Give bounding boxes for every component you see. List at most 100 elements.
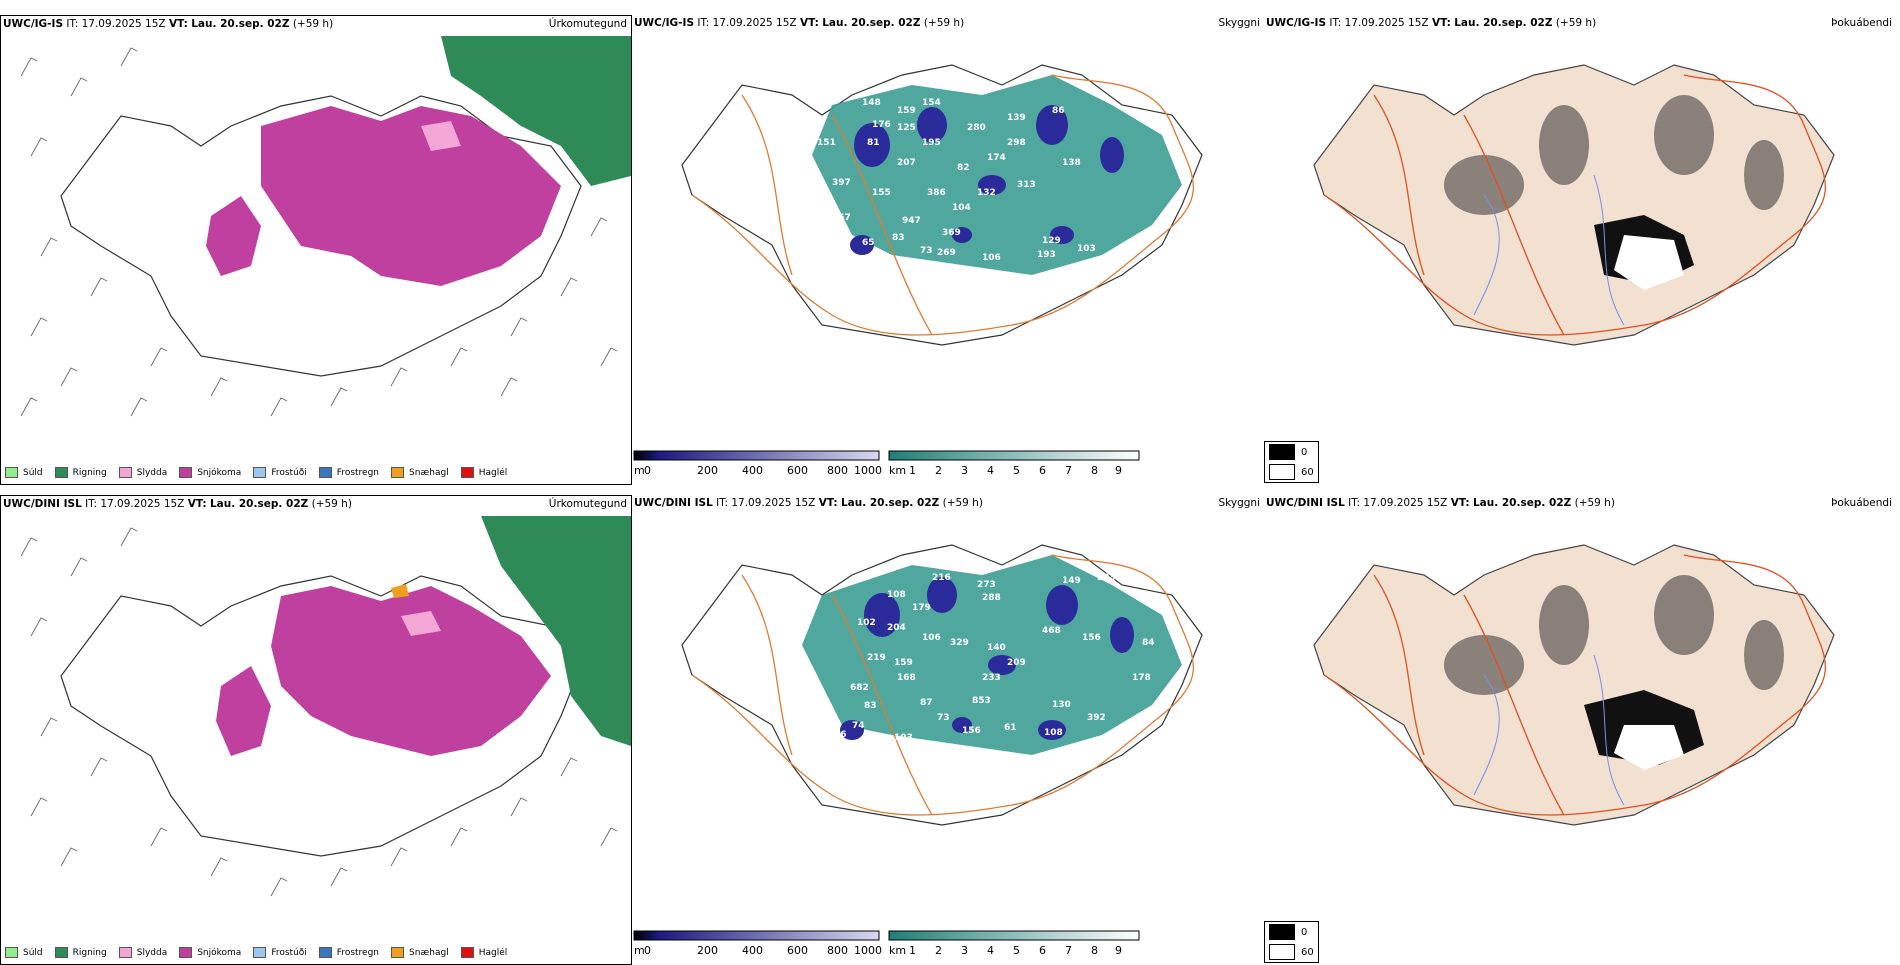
visibility-tick: 4	[987, 944, 994, 957]
field-name: Skyggni	[1218, 17, 1261, 29]
panel-header: UWC/DINI ISL IT: 17.09.2025 15Z VT: Lau.…	[3, 498, 352, 510]
visibility-unit: km	[889, 464, 906, 477]
ceiling-label: 87	[920, 698, 933, 708]
legend-item: Rigning	[54, 467, 107, 478]
field-name: Þokuábendi	[1831, 17, 1892, 29]
ceiling-label: 369	[942, 228, 961, 238]
panel-fog-igis: UWC/IG-IS IT: 17.09.2025 15Z VT: Lau. 20…	[1264, 15, 1896, 485]
ceiling-label: 392	[1087, 713, 1106, 723]
ceiling-tick: 600	[787, 944, 808, 957]
snow-area-west	[206, 196, 261, 276]
panel-fog-dini: UWC/DINI ISL IT: 17.09.2025 15Z VT: Lau.…	[1264, 495, 1896, 965]
ceiling-label: 86	[1052, 106, 1065, 116]
ceiling-colorbar: m 0 200 400 600 800 1000	[632, 929, 882, 959]
legend-item: Haglél	[460, 467, 507, 478]
precip-type-map	[20, 36, 631, 417]
ceiling-tick: 1000	[854, 944, 882, 957]
legend-item: Frostúði	[253, 467, 307, 478]
visibility-tick: 7	[1065, 944, 1072, 957]
fog-index-map	[1313, 544, 1835, 826]
fog-shading	[1444, 575, 1784, 695]
ceiling-label: 176	[872, 120, 891, 130]
ceiling-label: 151	[817, 138, 836, 148]
ceiling-label: 103	[894, 733, 913, 743]
ceiling-label: 73	[920, 246, 933, 256]
ceiling-label: 83	[864, 701, 877, 711]
ceiling-label: 61	[1004, 723, 1017, 733]
rivers	[1473, 174, 1625, 326]
ceiling-label: 216	[932, 573, 951, 583]
ice-pellet-patch	[391, 584, 409, 598]
ceiling-label: 106	[922, 633, 941, 643]
ceiling-label: 397	[832, 178, 851, 188]
fog-legend: 0 60	[1264, 441, 1319, 483]
road-network	[691, 554, 1195, 816]
panel-header: UWC/DINI ISL IT: 17.09.2025 15Z VT: Lau.…	[634, 497, 983, 509]
ceiling-label: 298	[1007, 138, 1026, 148]
legend-item: Rigning	[54, 947, 107, 958]
ceiling-tick: 400	[742, 464, 763, 477]
road-network	[1323, 74, 1827, 336]
legend-item: Frostregn	[318, 947, 379, 958]
visibility-tick: 8	[1091, 464, 1098, 477]
ceiling-label: 159	[897, 106, 916, 116]
ceiling-label: 108	[1044, 728, 1063, 738]
field-name: Úrkomutegund	[548, 498, 627, 510]
legend-item: Snæhagl	[391, 467, 449, 478]
teal-visibility-field	[812, 75, 1182, 275]
ceiling-label: 132	[977, 188, 996, 198]
ceiling-label: 288	[982, 593, 1001, 603]
ceiling-label: 149	[1062, 576, 1081, 586]
panel-visibility-igis: UWC/IG-IS IT: 17.09.2025 15Z VT: Lau. 20…	[632, 15, 1319, 485]
ceiling-tick: 0	[644, 464, 651, 477]
ceiling-label: 154	[922, 98, 941, 108]
ceiling-tick: 200	[697, 944, 718, 957]
ceiling-label: 853	[972, 696, 991, 706]
ceiling-label: 125	[897, 123, 916, 133]
snow-area	[261, 106, 561, 286]
visibility-map: 216 108 273 149 179 233 288 102 204 106 …	[681, 544, 1203, 885]
ceiling-label: 280	[967, 123, 986, 133]
ceiling-label: 329	[950, 638, 969, 648]
ceiling-label: 73	[937, 713, 950, 723]
ceiling-labels: 148 159 154 176 125 151 81 195 280 139 8…	[807, 98, 1096, 395]
precip-type-legend: Súld Rigning Slydda Snjókoma Frostúði Fr…	[5, 467, 507, 478]
fog-clear-patch	[1614, 725, 1684, 770]
panel-header: UWC/DINI ISL IT: 17.09.2025 15Z VT: Lau.…	[1266, 497, 1615, 509]
ceiling-label: 156	[1082, 633, 1101, 643]
panel-header: UWC/IG-IS IT: 17.09.2025 15Z VT: Lau. 20…	[3, 18, 334, 30]
road-network	[691, 74, 1195, 336]
ceiling-label: 157	[832, 213, 851, 223]
low-ceiling-patches	[840, 577, 1134, 740]
ceiling-label: 104	[952, 203, 971, 213]
visibility-tick: 2	[935, 944, 942, 957]
field-name: Skyggni	[1218, 497, 1261, 509]
legend-item: Haglél	[460, 947, 507, 958]
ceiling-label: 313	[1017, 180, 1036, 190]
ceiling-label: 56	[834, 730, 847, 740]
legend-item: Slydda	[118, 467, 167, 478]
legend-item: Súld	[5, 947, 43, 958]
ceiling-label: 61	[807, 268, 820, 278]
visibility-tick: 6	[1039, 464, 1046, 477]
low-ceiling-patches	[850, 105, 1124, 255]
ceiling-label: 233	[982, 673, 1001, 683]
legend-item: Frostregn	[318, 467, 379, 478]
rain-area-ne	[481, 516, 631, 746]
ceiling-label: 102	[857, 618, 876, 628]
fog-clear-patch	[1614, 235, 1684, 290]
ceiling-label: 84	[1142, 638, 1155, 648]
ceiling-tick: 200	[697, 464, 718, 477]
ceiling-label: 82	[957, 163, 970, 173]
road-network	[1323, 554, 1827, 816]
legend-item: Snjókoma	[179, 947, 241, 958]
ceiling-label: 219	[867, 653, 886, 663]
ceiling-label: 106	[982, 253, 1001, 263]
legend-item: Snjókoma	[179, 467, 241, 478]
panel-precip-type-igis: UWC/IG-IS IT: 17.09.2025 15Z VT: Lau. 20…	[0, 15, 632, 485]
ceiling-label: 233	[1097, 573, 1116, 583]
ceiling-label: 129	[1042, 236, 1061, 246]
rivers	[1473, 654, 1625, 806]
ceiling-label: 130	[1052, 700, 1071, 710]
visibility-unit: km	[889, 944, 906, 957]
